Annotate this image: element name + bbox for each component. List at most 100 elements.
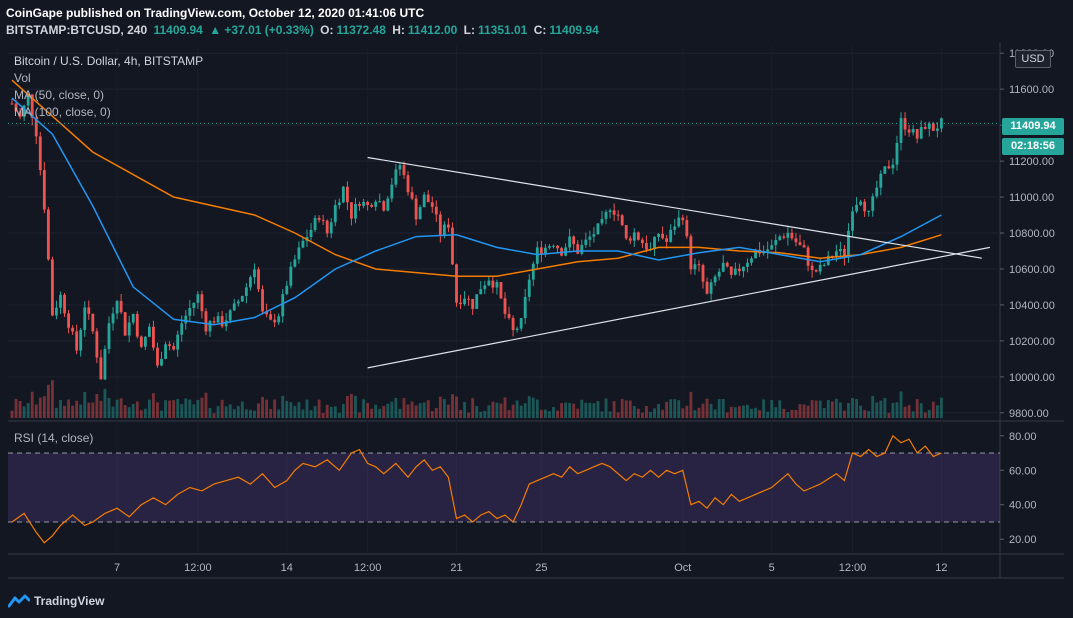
volume-bar	[152, 393, 155, 418]
candle-body	[786, 232, 790, 238]
legend-vol[interactable]: Vol	[14, 71, 31, 85]
rsi-tick-label: 60.00	[1009, 465, 1037, 477]
candle-body	[717, 271, 721, 277]
candle-body	[111, 313, 115, 324]
volume-bar	[50, 380, 54, 418]
volume-bar	[523, 403, 527, 418]
candle-body	[46, 209, 50, 260]
time-tick-label: 5	[769, 562, 775, 574]
volume-bar	[147, 399, 151, 418]
volume-bar	[822, 408, 826, 418]
candle-body	[475, 294, 479, 309]
candle-body	[810, 265, 814, 271]
candle-body	[499, 282, 503, 299]
volume-bar	[737, 406, 741, 418]
candle-body	[495, 282, 499, 288]
volume-bar	[935, 405, 939, 418]
volume-bar	[59, 400, 62, 418]
volume-bar	[398, 408, 402, 418]
candle-body	[915, 129, 919, 139]
volume-bar	[810, 400, 814, 418]
candle-body	[325, 220, 329, 234]
volume-bar	[285, 400, 289, 418]
volume-bar	[253, 410, 256, 418]
candle-body	[927, 123, 931, 129]
candle-body	[115, 301, 119, 314]
candle-body	[418, 207, 422, 220]
candle-body	[794, 238, 798, 243]
volume-bar	[160, 410, 163, 418]
volume-bar	[895, 402, 899, 418]
tradingview-logo[interactable]: TradingView	[8, 592, 104, 610]
volume-bar	[770, 400, 774, 418]
candle-body	[907, 129, 911, 133]
candle-body	[422, 194, 426, 208]
volume-bar	[790, 409, 794, 418]
candle-body	[737, 268, 741, 272]
volume-bar	[418, 403, 422, 418]
candle-body	[362, 201, 365, 206]
legend-ma50[interactable]: MA (50, close, 0)	[14, 88, 105, 102]
volume-bar	[624, 400, 628, 418]
volume-bar	[830, 401, 834, 418]
candle-body	[471, 298, 475, 309]
candle-body	[859, 201, 863, 205]
candle-body	[317, 218, 321, 220]
volume-bar	[636, 408, 640, 418]
candle-body	[733, 268, 737, 275]
volume-bar	[164, 400, 167, 418]
volume-bar	[923, 412, 927, 418]
time-tick-label: 25	[535, 562, 547, 574]
volume-bar	[459, 410, 462, 418]
candle-body	[507, 313, 511, 318]
candle-body	[709, 282, 713, 294]
ohlc-line: BITSTAMP:BTCUSD, 240 11409.94 ▲ +37.01 (…	[6, 23, 602, 37]
candle-body	[843, 248, 846, 258]
candle-body	[34, 117, 38, 137]
price-tick-label: 9800.00	[1009, 408, 1049, 420]
volume-bar	[184, 398, 188, 418]
volume-bar	[673, 399, 677, 418]
volume-bar	[713, 409, 717, 418]
volume-bar	[22, 406, 26, 418]
candle-body	[75, 331, 79, 351]
candle-body	[59, 294, 62, 308]
volume-bar	[95, 393, 99, 418]
candle-body	[180, 323, 184, 335]
rsi-tick-label: 40.00	[1009, 500, 1037, 512]
legend-rsi[interactable]: RSI (14, close)	[14, 431, 94, 445]
price-tick-label: 10600.00	[1009, 264, 1055, 276]
volume-bar	[511, 404, 515, 418]
volume-bar	[123, 405, 127, 418]
candle-body	[592, 234, 596, 237]
volume-bar	[455, 396, 458, 418]
candle-body	[588, 236, 592, 240]
candle-body	[867, 210, 871, 212]
volume-bar	[539, 409, 543, 418]
volume-bar	[350, 394, 353, 418]
volume-bar	[236, 406, 240, 418]
volume-bar	[826, 400, 830, 418]
price-tick-label: 11200.00	[1009, 156, 1054, 168]
last-price-value: 11409.94	[153, 23, 203, 37]
volume-bar	[71, 405, 75, 418]
candle-body	[345, 186, 349, 203]
time-tick-label: 12:00	[839, 562, 867, 574]
volume-bar	[657, 403, 660, 418]
price-tick-label: 10400.00	[1009, 300, 1055, 312]
candle-body	[442, 224, 446, 236]
volume-bar	[758, 410, 761, 418]
volume-bar	[507, 410, 511, 418]
candle-body	[321, 219, 325, 221]
candle-body	[838, 248, 842, 252]
candle-body	[240, 295, 244, 302]
volume-bar	[479, 411, 483, 418]
volume-bar	[265, 399, 268, 418]
candle-body	[822, 264, 826, 266]
legend-ma100[interactable]: MA (100, close, 0)	[14, 105, 111, 119]
volume-bar	[143, 408, 147, 418]
volume-bar	[402, 398, 406, 418]
volume-bar	[632, 406, 636, 418]
currency-button[interactable]: USD	[1015, 50, 1051, 68]
